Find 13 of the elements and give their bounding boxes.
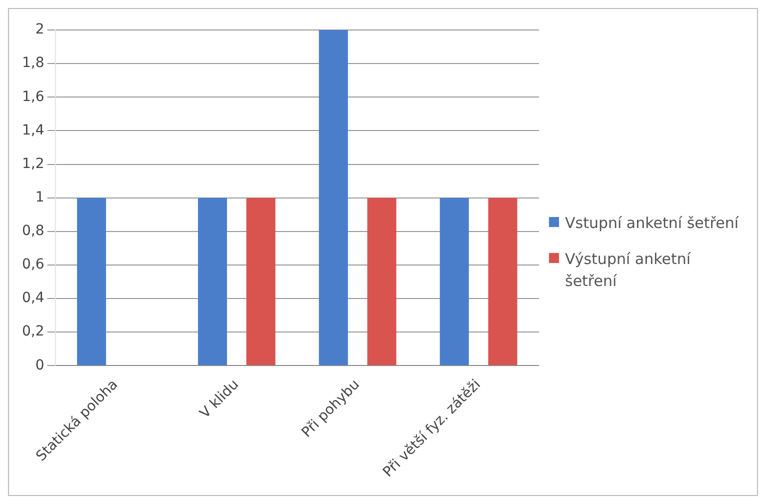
y-tick-label: 0: [35, 357, 44, 374]
y-tick-label: 1: [35, 189, 44, 206]
y-tick-label: 0,2: [22, 324, 44, 340]
y-tick-label: 1,4: [22, 122, 44, 138]
y-tick-label: 0,8: [22, 223, 44, 240]
y-tick-label: 1,8: [22, 55, 44, 72]
y-tick-label: 1,6: [22, 88, 44, 105]
y-tick-label: 0,4: [22, 290, 44, 306]
legend-label: Výstupní anketní šetření: [565, 249, 692, 292]
y-tick-label: 1,2: [22, 156, 44, 172]
y-tick-label: 2: [35, 22, 44, 38]
y-tick-label: 0,6: [22, 256, 44, 273]
legend-label: Vstupní anketní šetření: [565, 213, 738, 234]
